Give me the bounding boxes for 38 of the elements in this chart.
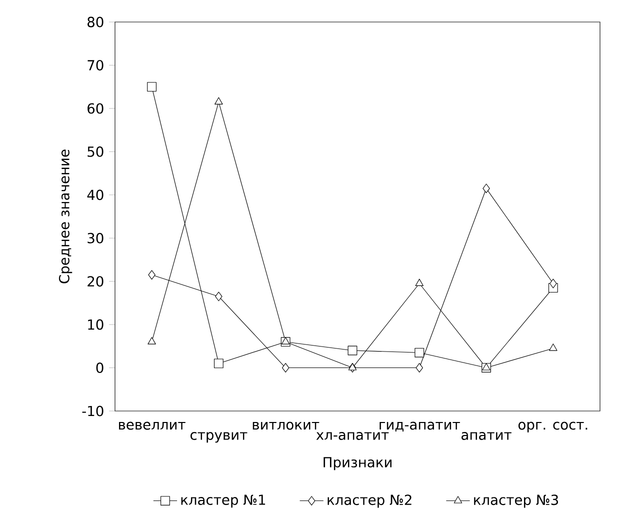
point (482, 363, 490, 370)
x-tick-label: орг. сост. (518, 422, 588, 432)
y-tick-label: 60 (88, 103, 104, 114)
legend-label: кластер №3 (474, 494, 558, 508)
point (415, 278, 424, 286)
y-tick-label: 50 (88, 146, 104, 157)
point (281, 337, 290, 344)
point (348, 346, 358, 356)
point (214, 358, 224, 368)
point (414, 348, 424, 358)
x-tick-label: хл-апатит (316, 432, 389, 440)
point (148, 337, 156, 344)
y-tick-label: 80 (88, 16, 104, 28)
point (148, 270, 156, 280)
point (147, 82, 157, 92)
point (416, 363, 423, 372)
x-tick-label: апатит (462, 432, 512, 440)
x-tick-label: гид-апатит (380, 422, 460, 432)
point (282, 363, 290, 372)
point (215, 292, 222, 302)
point (550, 278, 557, 288)
x-tick-label: струвит (190, 432, 248, 443)
y-tick-label: 70 (88, 60, 104, 70)
y-tick-label: 0 (96, 362, 104, 374)
point (482, 184, 490, 194)
x-tick-label: витлокит (252, 422, 320, 430)
point (214, 97, 223, 104)
point (549, 344, 558, 351)
y-tick-label: 40 (87, 190, 104, 200)
legend-label: кластер №2 (328, 494, 412, 508)
x-axis-title: Признаки (324, 457, 392, 470)
y-tick-label: 30 (88, 232, 104, 244)
y-tick-label: -10 (82, 406, 104, 416)
y-axis-title: Среднее значение (58, 150, 72, 284)
y-tick-label: 20 (88, 276, 104, 287)
x-tick-label: вевеллит (119, 422, 186, 430)
legend-label: кластер №1 (181, 494, 266, 508)
y-tick-label: 10 (88, 319, 104, 330)
